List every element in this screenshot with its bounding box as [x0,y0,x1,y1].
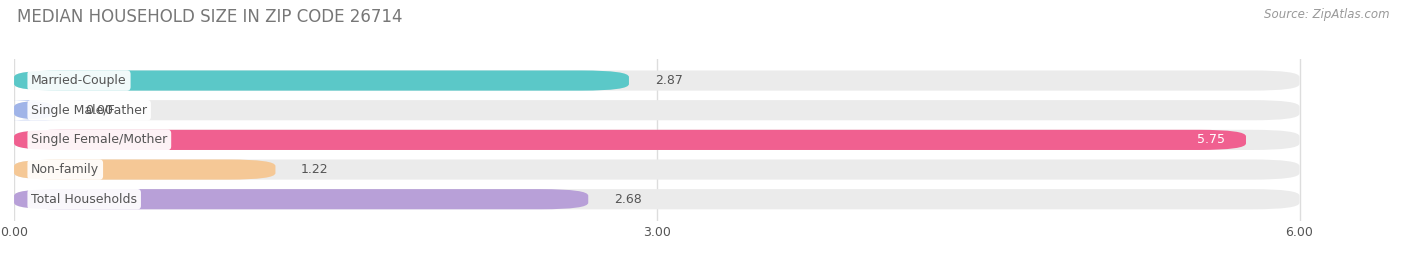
Text: Source: ZipAtlas.com: Source: ZipAtlas.com [1264,8,1389,21]
Text: MEDIAN HOUSEHOLD SIZE IN ZIP CODE 26714: MEDIAN HOUSEHOLD SIZE IN ZIP CODE 26714 [17,8,402,26]
FancyBboxPatch shape [14,130,1299,150]
FancyBboxPatch shape [14,70,1299,91]
FancyBboxPatch shape [14,100,1299,120]
Text: Single Female/Mother: Single Female/Mother [31,133,167,146]
Text: 1.22: 1.22 [301,163,329,176]
FancyBboxPatch shape [14,160,1299,180]
Text: Non-family: Non-family [31,163,100,176]
Text: 0.00: 0.00 [84,104,112,117]
FancyBboxPatch shape [14,130,1246,150]
FancyBboxPatch shape [14,160,276,180]
FancyBboxPatch shape [14,70,628,91]
FancyBboxPatch shape [6,100,62,120]
Text: Total Households: Total Households [31,193,138,206]
Text: Married-Couple: Married-Couple [31,74,127,87]
Text: 5.75: 5.75 [1197,133,1225,146]
Text: 2.87: 2.87 [655,74,682,87]
FancyBboxPatch shape [14,189,588,209]
Text: 2.68: 2.68 [614,193,641,206]
FancyBboxPatch shape [14,189,1299,209]
Text: Single Male/Father: Single Male/Father [31,104,148,117]
